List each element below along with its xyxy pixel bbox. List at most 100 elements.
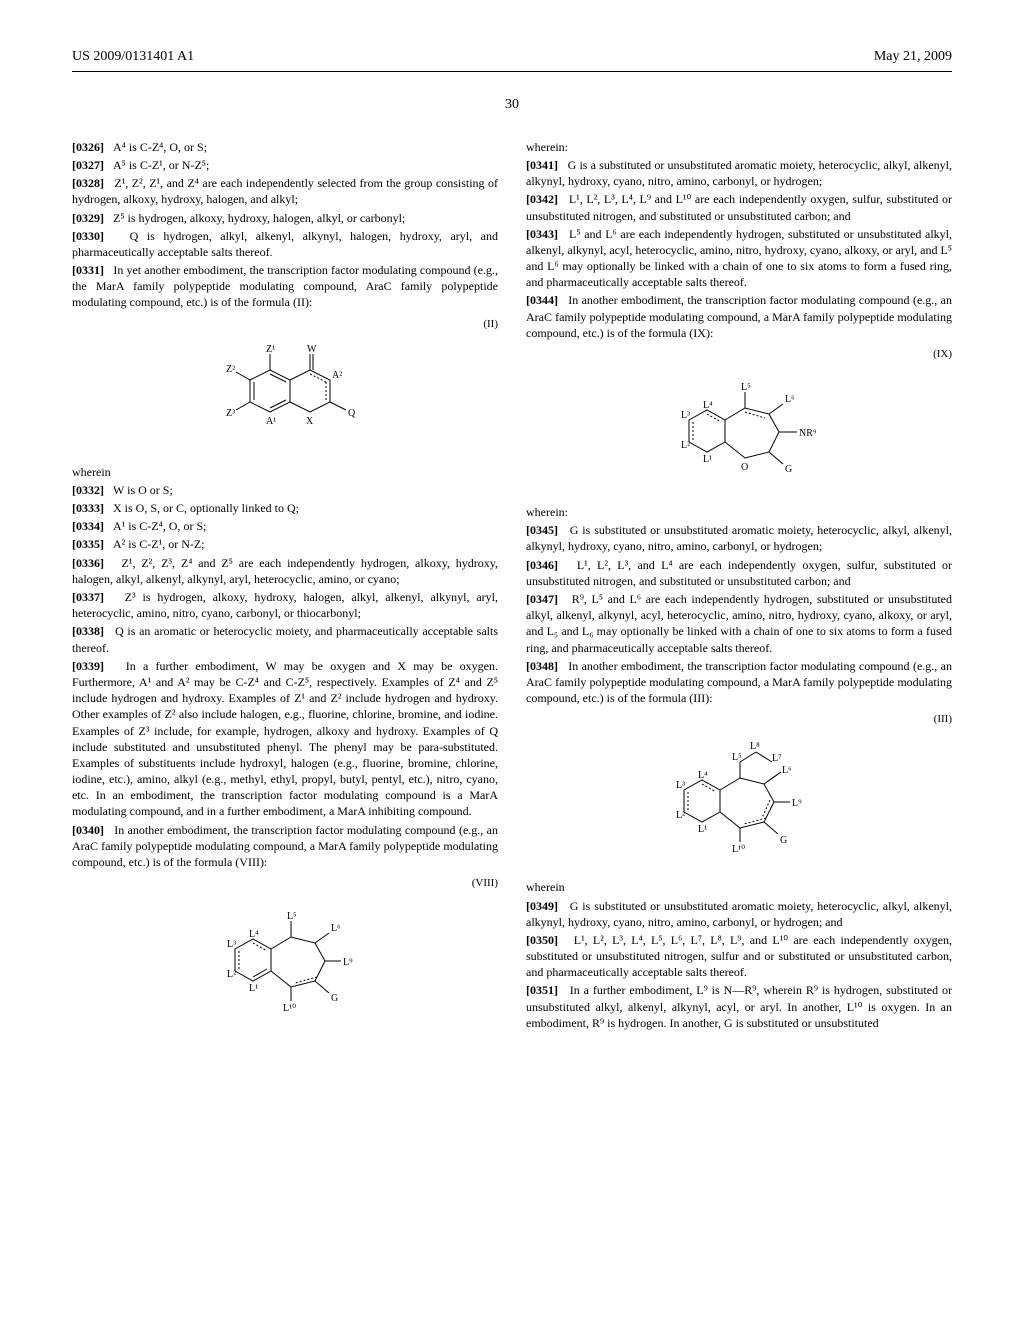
svg-text:Z³: Z³: [226, 408, 235, 419]
para-0348: [0348] In another embodiment, the transc…: [526, 658, 952, 707]
para-text: Z¹, Z², Z³, Z⁴ and Z⁵ are each independe…: [72, 556, 498, 586]
para-text: L⁵ and L⁶ are each independently hydroge…: [526, 227, 952, 290]
svg-text:Z¹: Z¹: [266, 344, 275, 355]
para-text: Z¹, Z², Z¹, and Z⁴ are each independentl…: [72, 176, 498, 206]
para-0342: [0342] L¹, L², L³, L⁴, L⁹ and L¹⁰ are ea…: [526, 191, 952, 223]
chemical-structure-8: L³ L⁴ L² L¹ L⁵ L⁶ L⁹ L¹⁰ G: [92, 899, 498, 1023]
page-header: US 2009/0131401 A1 May 21, 2009: [72, 48, 952, 72]
para-0328: [0328] Z¹, Z², Z¹, and Z⁴ are each indep…: [72, 175, 498, 207]
para-text: A⁴ is C-Z⁴, O, or S;: [113, 140, 207, 154]
wherein-3: wherein:: [526, 504, 952, 520]
page-number: 30: [72, 96, 952, 115]
svg-text:L²: L²: [681, 440, 690, 451]
formula-2-label: (II): [72, 317, 498, 332]
svg-text:NR⁹: NR⁹: [799, 428, 817, 439]
para-0331: [0331] In yet another embodiment, the tr…: [72, 262, 498, 311]
para-text: L¹, L², L³, L⁴, L⁹ and L¹⁰ are each inde…: [526, 192, 952, 222]
svg-text:W: W: [307, 344, 317, 355]
para-0340: [0340] In another embodiment, the transc…: [72, 822, 498, 871]
svg-text:L⁶: L⁶: [331, 923, 341, 934]
svg-text:L¹: L¹: [249, 983, 258, 994]
para-text: Z³ is hydrogen, alkoxy, hydroxy, halogen…: [72, 590, 498, 620]
para-0341: [0341] G is a substituted or unsubstitut…: [526, 157, 952, 189]
para-0347: [0347] R⁹, L⁵ and L⁶ are each independen…: [526, 591, 952, 656]
svg-text:L⁸: L⁸: [750, 741, 760, 752]
para-0349: [0349] G is substituted or unsubstituted…: [526, 898, 952, 930]
para-text: G is a substituted or unsubstituted arom…: [526, 158, 952, 188]
para-text: L¹, L², L³, L⁴, L⁵, L⁶, L⁷, L⁸, L⁹, and …: [526, 933, 952, 979]
para-0332: [0332] W is O or S;: [72, 482, 498, 498]
chemical-structure-2: Z¹W Z² Z³ A¹ X A² Q: [92, 340, 498, 454]
chemical-structure-3: L³L⁴ L²L¹ L⁵L⁸L⁷ L⁶ L⁹ L¹⁰ G: [546, 735, 952, 869]
svg-text:O: O: [741, 462, 748, 473]
wherein-2: wherein:: [526, 139, 952, 155]
para-0346: [0346] L¹, L², L³, and L⁴ are each indep…: [526, 557, 952, 589]
para-0351: [0351] In a further embodiment, L⁹ is N—…: [526, 982, 952, 1031]
para-text: R⁹, L⁵ and L⁶ are each independently hyd…: [526, 592, 952, 655]
para-0329: [0329] Z⁵ is hydrogen, alkoxy, hydroxy, …: [72, 210, 498, 226]
formula-9-label: (IX): [526, 347, 952, 362]
para-0350: [0350] L¹, L², L³, L⁴, L⁵, L⁶, L⁷, L⁸, L…: [526, 932, 952, 981]
two-column-layout: [0326] A⁴ is C-Z⁴, O, or S; [0327] A⁵ is…: [72, 139, 952, 1033]
svg-text:L²: L²: [227, 969, 236, 980]
para-0330: [0330] Q is hydrogen, alkyl, alkenyl, al…: [72, 228, 498, 260]
svg-text:L⁵: L⁵: [741, 382, 751, 393]
para-text: In another embodiment, the transcription…: [526, 659, 952, 705]
svg-text:Z²: Z²: [226, 364, 235, 375]
doc-id: US 2009/0131401 A1: [72, 48, 194, 67]
right-column: wherein: [0341] G is a substituted or un…: [526, 139, 952, 1033]
para-0344: [0344] In another embodiment, the transc…: [526, 292, 952, 341]
svg-text:L⁹: L⁹: [792, 798, 802, 809]
para-text: A⁵ is C-Z¹, or N-Z⁵;: [113, 158, 209, 172]
svg-text:L³: L³: [227, 939, 236, 950]
svg-text:L⁶: L⁶: [782, 765, 792, 776]
para-text: L¹, L², L³, and L⁴ are each independentl…: [526, 558, 952, 588]
wherein-4: wherein: [526, 879, 952, 895]
para-text: In another embodiment, the transcription…: [526, 293, 952, 339]
svg-text:Q: Q: [348, 408, 356, 419]
svg-text:A¹: A¹: [266, 416, 276, 427]
para-text: Z⁵ is hydrogen, alkoxy, hydroxy, halogen…: [113, 211, 405, 225]
svg-text:L¹: L¹: [703, 454, 712, 465]
svg-text:L³: L³: [676, 780, 685, 791]
para-text: Q is an aromatic or heterocyclic moiety,…: [72, 624, 498, 654]
para-text: G is substituted or unsubstituted aromat…: [526, 899, 952, 929]
svg-text:L⁴: L⁴: [249, 929, 259, 940]
doc-date: May 21, 2009: [874, 48, 952, 67]
para-0337: [0337] Z³ is hydrogen, alkoxy, hydroxy, …: [72, 589, 498, 621]
para-text: G is substituted or unsubstituted aromat…: [526, 523, 952, 553]
para-text: In another embodiment, the transcription…: [72, 823, 498, 869]
svg-text:L⁹: L⁹: [343, 957, 353, 968]
para-text: A² is C-Z¹, or N-Z;: [113, 537, 205, 551]
para-text: In a further embodiment, W may be oxygen…: [72, 659, 498, 819]
para-text: X is O, S, or C, optionally linked to Q;: [113, 501, 299, 515]
para-0339: [0339] In a further embodiment, W may be…: [72, 658, 498, 820]
svg-text:L⁶: L⁶: [785, 394, 795, 405]
svg-text:L⁵: L⁵: [732, 752, 742, 763]
left-column: [0326] A⁴ is C-Z⁴, O, or S; [0327] A⁵ is…: [72, 139, 498, 1033]
svg-text:L³: L³: [681, 410, 690, 421]
para-0334: [0334] A¹ is C-Z⁴, O, or S;: [72, 518, 498, 534]
formula-3-label: (III): [526, 712, 952, 727]
svg-text:L⁵: L⁵: [287, 911, 297, 922]
formula-8-label: (VIII): [72, 876, 498, 891]
para-0338: [0338] Q is an aromatic or heterocyclic …: [72, 623, 498, 655]
svg-text:G: G: [785, 464, 792, 475]
svg-text:A²: A²: [332, 370, 342, 381]
svg-text:L⁴: L⁴: [698, 770, 708, 781]
para-0345: [0345] G is substituted or unsubstituted…: [526, 522, 952, 554]
chemical-structure-9: L³ L⁴ L² L¹ L⁵ L⁶ NR⁹ O G: [546, 370, 952, 494]
svg-text:L²: L²: [676, 810, 685, 821]
para-text: In yet another embodiment, the transcrip…: [72, 263, 498, 309]
para-text: A¹ is C-Z⁴, O, or S;: [113, 519, 206, 533]
svg-text:L¹⁰: L¹⁰: [283, 1003, 296, 1014]
svg-text:G: G: [780, 835, 787, 846]
para-text: In a further embodiment, L⁹ is N—R⁹, whe…: [526, 983, 952, 1029]
para-0327: [0327] A⁵ is C-Z¹, or N-Z⁵;: [72, 157, 498, 173]
svg-text:G: G: [331, 993, 338, 1004]
svg-text:L⁴: L⁴: [703, 400, 713, 411]
para-text: Q is hydrogen, alkyl, alkenyl, alkynyl, …: [72, 229, 498, 259]
para-0335: [0335] A² is C-Z¹, or N-Z;: [72, 536, 498, 552]
svg-text:L¹: L¹: [698, 824, 707, 835]
svg-text:L⁷: L⁷: [772, 753, 782, 764]
